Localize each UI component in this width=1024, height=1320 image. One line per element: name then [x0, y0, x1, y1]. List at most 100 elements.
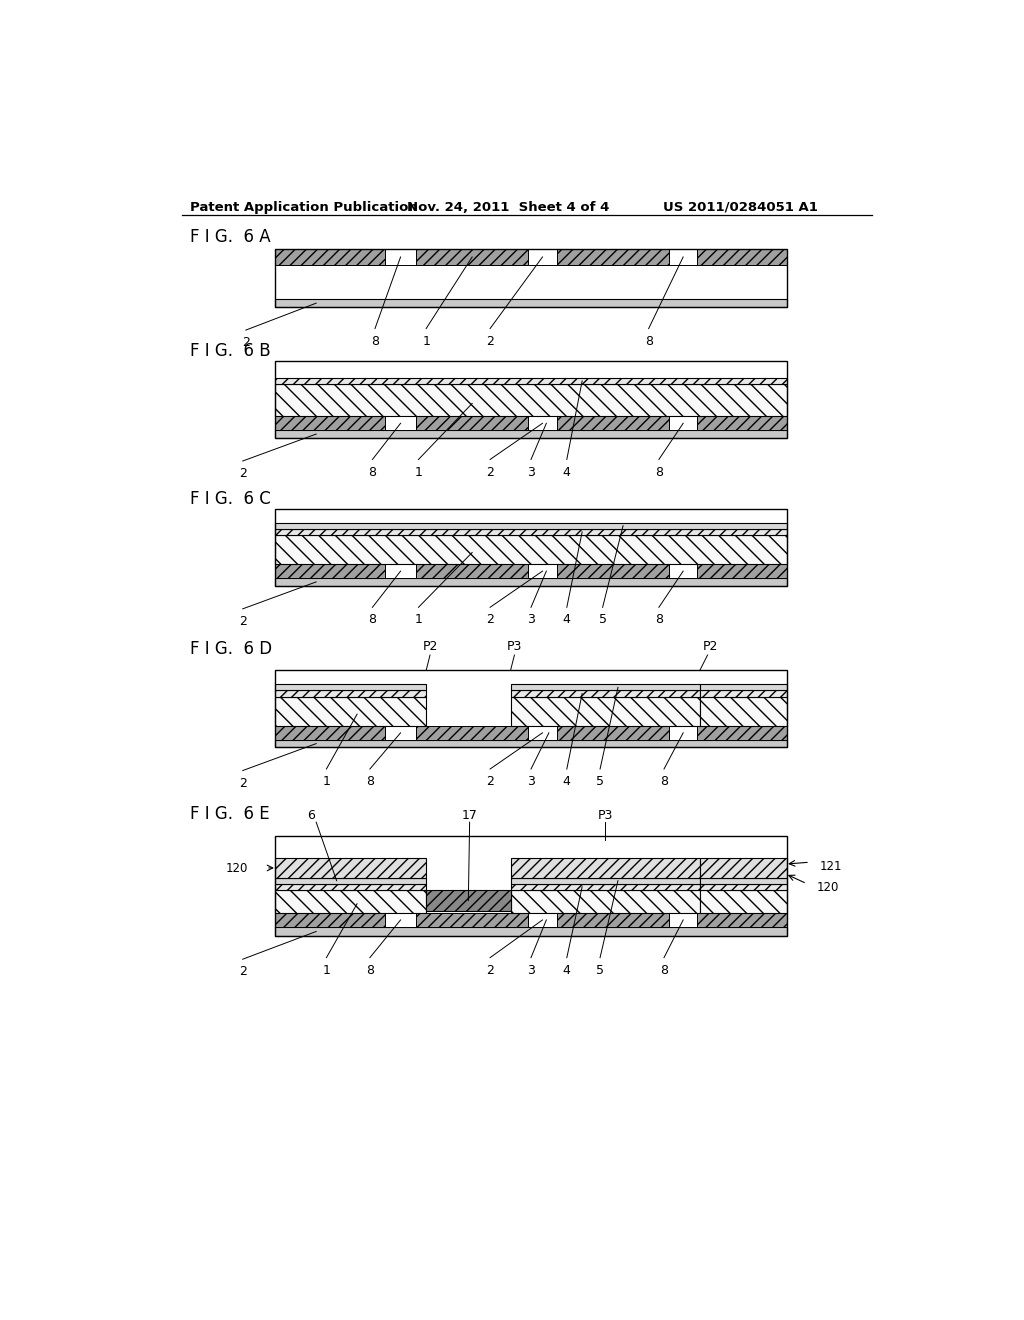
- Bar: [511, 690, 699, 697]
- Bar: [669, 564, 697, 578]
- Bar: [275, 684, 426, 690]
- Text: 8: 8: [660, 964, 668, 977]
- Text: 2: 2: [486, 466, 494, 479]
- Text: F I G.  6 E: F I G. 6 E: [190, 805, 269, 824]
- Text: 8: 8: [366, 775, 374, 788]
- Bar: [699, 858, 786, 878]
- Text: 8: 8: [366, 964, 374, 977]
- Text: 4: 4: [563, 614, 570, 627]
- Bar: [557, 726, 669, 739]
- Bar: [416, 564, 528, 578]
- Bar: [557, 416, 669, 430]
- Text: Nov. 24, 2011  Sheet 4 of 4: Nov. 24, 2011 Sheet 4 of 4: [407, 201, 609, 214]
- Bar: [528, 249, 557, 264]
- Bar: [275, 564, 385, 578]
- Text: 5: 5: [599, 614, 606, 627]
- Bar: [699, 684, 786, 690]
- Bar: [697, 249, 786, 264]
- Bar: [416, 249, 528, 264]
- Bar: [416, 913, 528, 927]
- Text: P2: P2: [702, 640, 718, 653]
- Text: 6: 6: [307, 809, 315, 822]
- Bar: [511, 858, 699, 878]
- Text: F I G.  6 A: F I G. 6 A: [190, 227, 270, 246]
- Text: 2: 2: [486, 335, 494, 347]
- Text: 3: 3: [527, 964, 535, 977]
- Text: 17: 17: [462, 809, 477, 822]
- Bar: [511, 684, 699, 690]
- Text: 2: 2: [486, 614, 494, 627]
- Bar: [275, 523, 786, 529]
- Text: 2: 2: [239, 467, 247, 480]
- Text: P2: P2: [422, 640, 437, 653]
- Bar: [557, 913, 669, 927]
- Text: F I G.  6 C: F I G. 6 C: [190, 490, 270, 507]
- Text: 1: 1: [422, 335, 430, 347]
- Text: 2: 2: [239, 965, 247, 978]
- Text: 4: 4: [563, 964, 570, 977]
- Bar: [426, 890, 511, 911]
- Bar: [557, 564, 669, 578]
- Text: 1: 1: [415, 614, 423, 627]
- Bar: [416, 416, 528, 430]
- Bar: [275, 430, 786, 438]
- Text: Patent Application Publication: Patent Application Publication: [190, 201, 418, 214]
- Bar: [275, 884, 426, 890]
- Text: 8: 8: [655, 466, 663, 479]
- Bar: [385, 913, 416, 927]
- Text: 120: 120: [225, 862, 248, 875]
- Bar: [528, 416, 557, 430]
- Text: 1: 1: [323, 964, 331, 977]
- Bar: [699, 884, 786, 890]
- Bar: [697, 726, 786, 739]
- Bar: [669, 249, 697, 264]
- Bar: [275, 671, 786, 747]
- Text: 2: 2: [242, 337, 250, 350]
- Bar: [699, 890, 786, 913]
- Bar: [528, 913, 557, 927]
- Text: 2: 2: [486, 964, 494, 977]
- Text: F I G.  6 B: F I G. 6 B: [190, 342, 270, 359]
- Text: 8: 8: [369, 466, 377, 479]
- Text: 5: 5: [596, 775, 604, 788]
- Bar: [275, 360, 786, 438]
- Bar: [275, 416, 385, 430]
- Bar: [511, 890, 699, 913]
- Bar: [385, 416, 416, 430]
- Text: 1: 1: [323, 775, 331, 788]
- Text: P3: P3: [597, 809, 612, 822]
- Bar: [511, 878, 699, 884]
- Bar: [699, 697, 786, 726]
- Bar: [275, 508, 786, 586]
- Bar: [275, 726, 385, 739]
- Text: 8: 8: [660, 775, 668, 788]
- Bar: [275, 927, 786, 936]
- Text: 2: 2: [239, 776, 247, 789]
- Bar: [697, 913, 786, 927]
- Bar: [385, 726, 416, 739]
- Bar: [511, 697, 699, 726]
- Text: US 2011/0284051 A1: US 2011/0284051 A1: [663, 201, 817, 214]
- Bar: [275, 913, 385, 927]
- Bar: [528, 726, 557, 739]
- Text: 8: 8: [645, 335, 652, 347]
- Text: 3: 3: [527, 466, 535, 479]
- Bar: [275, 300, 786, 308]
- Text: F I G.  6 D: F I G. 6 D: [190, 640, 272, 657]
- Bar: [275, 249, 786, 308]
- Bar: [275, 690, 426, 697]
- Bar: [275, 858, 426, 878]
- Text: 121: 121: [819, 859, 842, 873]
- Text: 4: 4: [563, 466, 570, 479]
- Text: 2: 2: [239, 615, 247, 628]
- Text: 3: 3: [527, 775, 535, 788]
- Text: 120: 120: [816, 880, 839, 894]
- Text: 8: 8: [371, 335, 379, 347]
- Bar: [699, 878, 786, 884]
- Text: 8: 8: [369, 614, 377, 627]
- Bar: [275, 249, 385, 264]
- Bar: [669, 913, 697, 927]
- Bar: [275, 739, 786, 747]
- Bar: [697, 416, 786, 430]
- Bar: [275, 578, 786, 586]
